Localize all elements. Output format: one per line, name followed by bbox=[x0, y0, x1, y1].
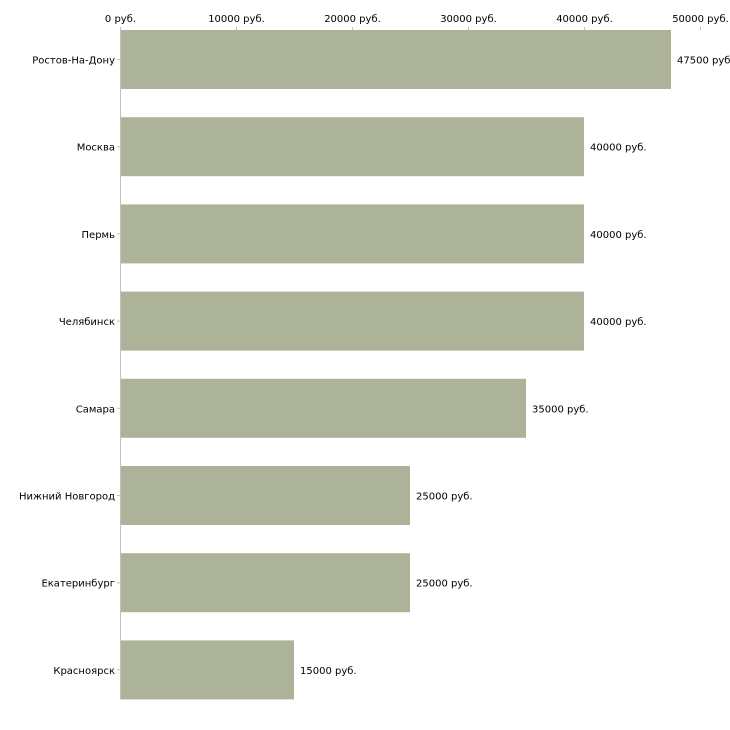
y-axis: Ростов-На-Дону Москва Пермь Челябинск Самара… bbox=[19, 30, 121, 700]
x-tick-label-1: 0 руб. bbox=[105, 14, 136, 25]
bar-1 bbox=[120, 30, 671, 89]
bar-8 bbox=[120, 640, 294, 700]
value-label-8: 15000 руб. bbox=[300, 666, 357, 677]
bars-group bbox=[120, 30, 671, 700]
x-axis: 0 руб. 10000 руб. 20000 руб. 30000 руб. 4000… bbox=[105, 14, 729, 30]
x-tick-label-4: 30000 руб. bbox=[440, 14, 497, 25]
x-tick-label-5: 40000 руб. bbox=[556, 14, 613, 25]
x-tick-label-6: 50000 руб. bbox=[672, 14, 729, 25]
bar-2 bbox=[120, 117, 584, 177]
value-label-4: 40000 руб. bbox=[590, 317, 647, 328]
value-label-1: 47500 руб. bbox=[677, 56, 730, 67]
x-tick-label-2: 10000 руб. bbox=[208, 14, 265, 25]
value-labels-group: 47500 руб. 40000 руб. 40000 руб. 40000 руб.… bbox=[300, 56, 730, 677]
category-label-8: Красноярск bbox=[53, 666, 115, 677]
x-tick-label-3: 20000 руб. bbox=[324, 14, 381, 25]
bar-7 bbox=[120, 553, 410, 613]
category-label-3: Пермь bbox=[82, 230, 116, 241]
category-label-2: Москва bbox=[77, 143, 115, 154]
bar-4 bbox=[120, 291, 584, 351]
category-label-5: Самара bbox=[76, 404, 115, 415]
category-label-4: Челябинск bbox=[59, 317, 115, 328]
category-label-1: Ростов-На-Дону bbox=[32, 56, 115, 67]
bar-6 bbox=[120, 466, 410, 525]
value-label-6: 25000 руб. bbox=[416, 492, 473, 503]
value-label-3: 40000 руб. bbox=[590, 230, 647, 241]
category-label-6: Нижний Новгород bbox=[19, 492, 115, 503]
bar-5 bbox=[120, 378, 526, 438]
value-label-5: 35000 руб. bbox=[532, 404, 589, 415]
bar-3 bbox=[120, 204, 584, 264]
value-label-7: 25000 руб. bbox=[416, 579, 473, 590]
category-label-7: Екатеринбург bbox=[41, 579, 115, 590]
value-label-2: 40000 руб. bbox=[590, 143, 647, 154]
